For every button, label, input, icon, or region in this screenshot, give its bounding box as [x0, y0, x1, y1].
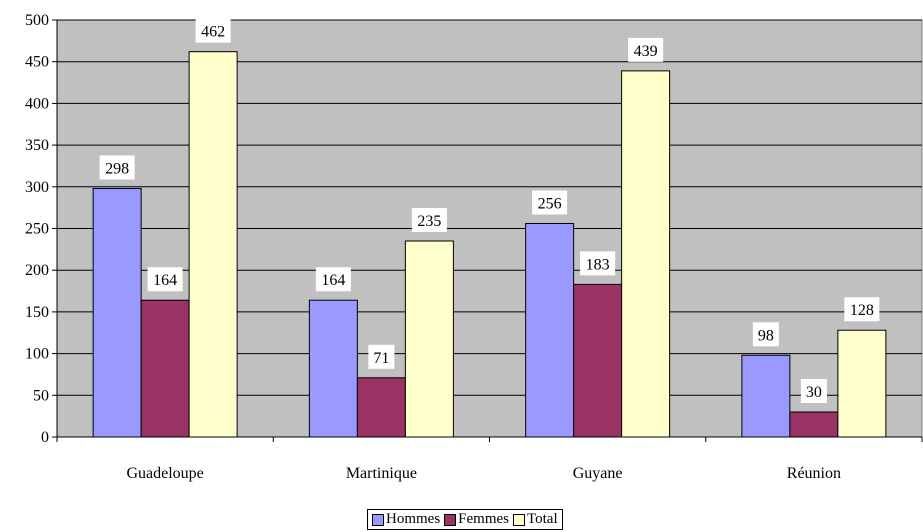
data-label-hommes-guadeloupe: 298 — [105, 160, 129, 177]
bar-total-martinique — [404, 240, 454, 438]
y-tick-label: 150 — [25, 304, 49, 321]
legend-label-hommes: Hommes — [386, 511, 441, 527]
data-label-bg — [800, 378, 827, 403]
bar-femmes-martinique — [356, 377, 406, 438]
data-label-bg — [580, 251, 616, 276]
y-tick-label: 0 — [41, 429, 49, 446]
legend-swatch-femmes — [444, 513, 457, 526]
data-label-bg — [315, 267, 351, 292]
bar-hommes-reunion — [741, 354, 791, 438]
data-label-hommes-reunion: 98 — [758, 327, 774, 344]
y-tick-label: 50 — [33, 387, 49, 404]
data-label-hommes-guyane: 256 — [538, 195, 562, 212]
data-label-bg — [195, 18, 231, 43]
y-tick-label: 250 — [25, 221, 49, 238]
x-category-label-guadeloupe: Guadeloupe — [126, 465, 203, 482]
data-label-femmes-reunion: 30 — [806, 384, 822, 401]
bar-hommes-guadeloupe — [92, 187, 142, 438]
bar-chart: 0 50 100 150 200 250 300 350 400 450 500 Guadeloup… — [25, 12, 923, 482]
y-tick-label: 400 — [25, 95, 49, 112]
data-label-bg — [532, 190, 568, 215]
data-label-bg — [368, 344, 395, 369]
data-label-total-guyane: 439 — [634, 43, 658, 60]
data-label-total-martinique: 235 — [417, 213, 441, 230]
legend-item-hommes: Hommes — [372, 511, 440, 528]
data-label-bg — [99, 155, 135, 180]
bar-total-reunion — [837, 329, 887, 438]
y-tick-label: 450 — [25, 54, 49, 71]
legend-item-femmes: Femmes — [444, 511, 509, 528]
data-labels: 298 164 462 164 71 235 256 183 439 98 30 128 — [99, 18, 880, 403]
data-label-femmes-guadeloupe: 164 — [153, 272, 177, 289]
legend-swatch-total — [513, 513, 526, 526]
bar-femmes-reunion — [789, 411, 839, 438]
data-label-total-guadeloupe: 462 — [201, 24, 225, 41]
bar-femmes-guyane — [573, 283, 623, 438]
y-tick-label: 350 — [25, 137, 49, 154]
data-label-femmes-martinique: 71 — [373, 350, 389, 367]
bars — [92, 51, 887, 438]
data-label-hommes-martinique: 164 — [321, 272, 345, 289]
legend: Hommes Femmes Total — [367, 509, 563, 530]
legend-label-total: Total — [527, 511, 558, 527]
bar-hommes-guyane — [525, 222, 575, 438]
bar-hommes-martinique — [308, 299, 358, 438]
data-label-bg — [628, 37, 664, 62]
y-tick-label: 500 — [25, 12, 49, 29]
data-label-bg — [844, 297, 880, 322]
y-tick-label: 300 — [25, 179, 49, 196]
bar-femmes-guadeloupe — [140, 299, 190, 438]
data-label-femmes-guyane: 183 — [586, 256, 610, 273]
legend-swatch-hommes — [372, 513, 384, 526]
data-label-bg — [411, 208, 447, 233]
x-axis: Guadeloupe Martinique Guyane Réunion — [56, 436, 923, 482]
data-label-total-reunion: 128 — [850, 302, 874, 319]
x-category-label-reunion: Réunion — [787, 465, 841, 482]
legend-label-femmes: Femmes — [458, 511, 510, 527]
y-tick-label: 100 — [25, 346, 49, 363]
bar-total-guadeloupe — [188, 51, 238, 438]
legend-item-total: Total — [513, 511, 558, 528]
data-label-bg — [147, 267, 183, 292]
x-category-label-martinique: Martinique — [346, 465, 417, 482]
bar-total-guyane — [621, 70, 671, 438]
y-tick-label: 200 — [25, 262, 49, 279]
data-label-bg — [752, 322, 779, 347]
y-axis: 0 50 100 150 200 250 300 350 400 450 500 — [25, 12, 58, 446]
x-category-label-guyane: Guyane — [573, 465, 623, 482]
